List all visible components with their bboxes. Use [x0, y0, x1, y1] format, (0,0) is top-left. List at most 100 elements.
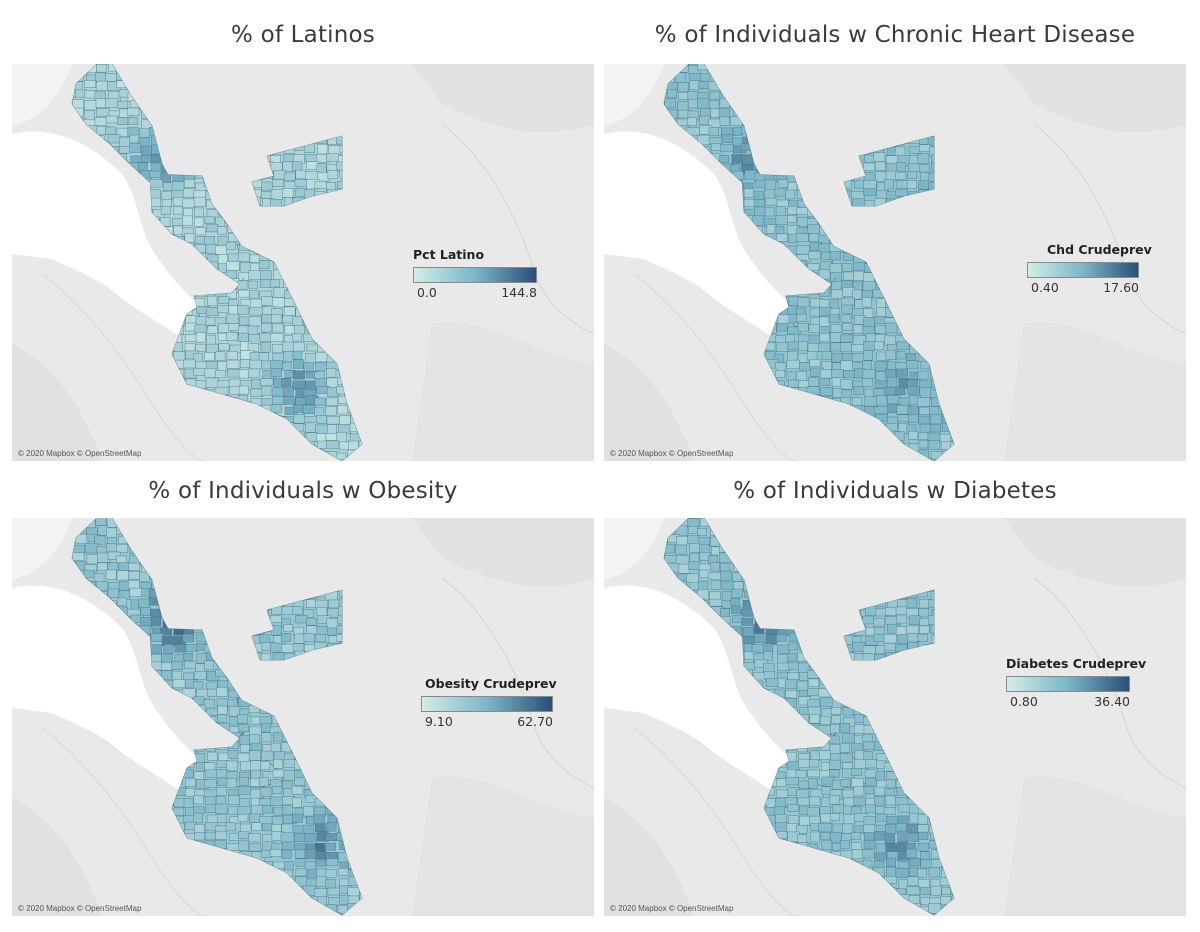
map-view[interactable]: Pct Latino 0.0 144.8 © 2020 Mapbox © Ope…	[12, 64, 594, 461]
census-tract	[787, 163, 800, 173]
census-tract	[939, 605, 953, 616]
census-tract	[787, 351, 798, 362]
census-tract	[119, 163, 133, 173]
census-tract	[361, 723, 362, 732]
legend-gradient-bar	[421, 696, 553, 712]
census-tract	[217, 226, 227, 235]
census-tract	[743, 118, 754, 127]
census-tract	[228, 795, 240, 805]
census-tract	[383, 164, 394, 173]
census-tract	[843, 432, 854, 441]
census-tract	[338, 525, 352, 534]
census-tract	[281, 215, 294, 225]
census-tract	[384, 565, 393, 574]
census-tract	[895, 89, 905, 99]
census-tract	[272, 323, 284, 333]
map-view[interactable]: Diabetes Crudeprev 0.80 36.40 © 2020 Map…	[604, 518, 1186, 916]
census-tract	[303, 885, 316, 896]
census-tract	[346, 251, 358, 261]
census-tract	[383, 272, 396, 281]
census-tract	[358, 624, 362, 635]
census-tract	[665, 359, 677, 369]
census-tract	[909, 242, 920, 252]
census-tract	[258, 458, 269, 461]
map-attribution[interactable]: © 2020 Mapbox © OpenStreetMap	[18, 904, 142, 913]
census-tract	[962, 425, 972, 434]
census-tract	[678, 92, 689, 100]
map-attribution[interactable]: © 2020 Mapbox © OpenStreetMap	[18, 449, 142, 458]
census-tract	[338, 852, 351, 863]
census-tract	[196, 905, 208, 914]
census-tract	[239, 448, 250, 459]
census-tract	[729, 188, 743, 199]
census-tract	[107, 134, 121, 144]
census-tract	[239, 573, 251, 583]
census-tract	[107, 805, 118, 814]
map-view[interactable]: Obesity Crudeprev 9.10 62.70 © 2020 Mapb…	[12, 518, 594, 916]
census-tract	[938, 72, 951, 81]
census-tract	[372, 452, 382, 460]
census-tract	[204, 152, 216, 163]
census-tract	[983, 600, 992, 607]
census-tract	[964, 370, 974, 378]
census-tract	[151, 227, 165, 235]
census-tract	[952, 279, 954, 288]
census-tract	[986, 406, 999, 416]
census-tract	[314, 798, 328, 807]
census-tract	[809, 449, 823, 459]
census-tract	[372, 251, 385, 260]
census-tract	[217, 851, 231, 861]
road-line	[1033, 123, 1186, 335]
census-tract	[963, 244, 974, 252]
census-tract	[95, 795, 106, 803]
census-tract	[664, 307, 667, 317]
census-tract	[305, 714, 319, 725]
census-tract	[664, 295, 670, 306]
census-tract	[171, 164, 183, 173]
census-tract	[182, 527, 194, 538]
census-tract	[129, 65, 143, 74]
census-tract	[874, 571, 886, 580]
census-tract	[325, 742, 338, 751]
census-tract	[360, 813, 362, 824]
census-tract	[404, 779, 416, 789]
map-title: % of Individuals w Chronic Heart Disease	[654, 22, 1136, 48]
census-tract	[361, 380, 362, 389]
census-tract	[281, 823, 294, 835]
census-tract	[894, 457, 907, 461]
census-tract	[140, 79, 151, 90]
census-tract	[819, 534, 830, 544]
census-tract	[765, 425, 778, 436]
census-tract	[261, 314, 273, 323]
census-tract	[293, 359, 304, 369]
census-tract	[162, 870, 174, 879]
census-tract	[795, 407, 808, 416]
map-view[interactable]: Chd Crudeprev 0.40 17.60 © 2020 Mapbox ©…	[604, 64, 1186, 461]
census-tract	[787, 598, 800, 607]
census-tract	[53, 736, 65, 745]
census-tract	[227, 690, 241, 699]
census-tract	[404, 398, 414, 407]
census-tract	[676, 134, 688, 143]
census-tract	[964, 352, 974, 362]
census-tract	[729, 535, 740, 546]
census-tract	[170, 616, 183, 625]
census-tract	[138, 877, 152, 887]
census-tract	[194, 252, 206, 262]
census-tract	[325, 795, 336, 805]
census-tract	[107, 325, 121, 336]
census-tract	[928, 99, 941, 108]
census-tract	[271, 904, 284, 915]
census-tract	[381, 823, 394, 833]
map-attribution[interactable]: © 2020 Mapbox © OpenStreetMap	[610, 449, 734, 458]
census-tract	[819, 316, 830, 327]
census-tract	[140, 896, 154, 906]
census-tract	[796, 590, 810, 601]
census-tract	[677, 101, 689, 112]
census-tract	[873, 598, 886, 608]
census-tract	[676, 325, 688, 336]
census-tract	[939, 260, 951, 271]
census-tract	[250, 518, 264, 528]
census-tract	[863, 235, 873, 245]
census-tract	[313, 72, 326, 84]
